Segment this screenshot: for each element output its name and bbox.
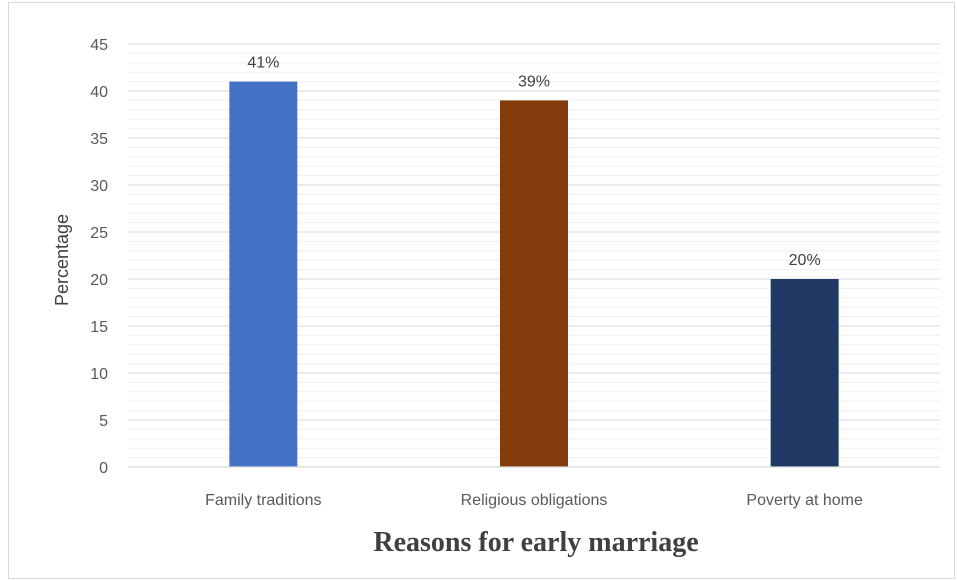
bar-data-label: 20% bbox=[789, 252, 821, 269]
data-labels: 41% 39% 20% bbox=[247, 55, 820, 269]
y-tick-label: 30 bbox=[90, 178, 108, 195]
bar bbox=[229, 81, 298, 467]
y-axis-title: Percentage bbox=[52, 214, 72, 306]
y-tick-label: 10 bbox=[90, 366, 108, 383]
bars bbox=[229, 81, 839, 468]
bar bbox=[500, 100, 568, 468]
y-tick-label: 25 bbox=[90, 225, 108, 242]
y-tick-label: 35 bbox=[90, 131, 108, 148]
bar-data-label: 39% bbox=[518, 73, 550, 90]
x-tick-label: Religious obligations bbox=[461, 492, 608, 509]
x-tick-label: Poverty at home bbox=[746, 492, 863, 509]
y-tick-label: 15 bbox=[90, 319, 108, 336]
y-tick-label: 0 bbox=[99, 460, 108, 477]
y-tick-label: 45 bbox=[90, 37, 108, 54]
x-tick-label: Family traditions bbox=[205, 492, 321, 509]
x-axis-title: Reasons for early marriage bbox=[373, 527, 698, 558]
x-axis-ticks: Family traditions Religious obligations Po… bbox=[205, 492, 863, 509]
bar-data-label: 41% bbox=[247, 55, 279, 72]
y-tick-label: 20 bbox=[90, 272, 108, 289]
y-tick-label: 5 bbox=[99, 413, 108, 430]
y-tick-label: 40 bbox=[90, 84, 108, 101]
y-axis-ticks: 0 5 10 15 20 25 30 35 40 45 bbox=[90, 37, 108, 477]
bar bbox=[770, 279, 839, 467]
